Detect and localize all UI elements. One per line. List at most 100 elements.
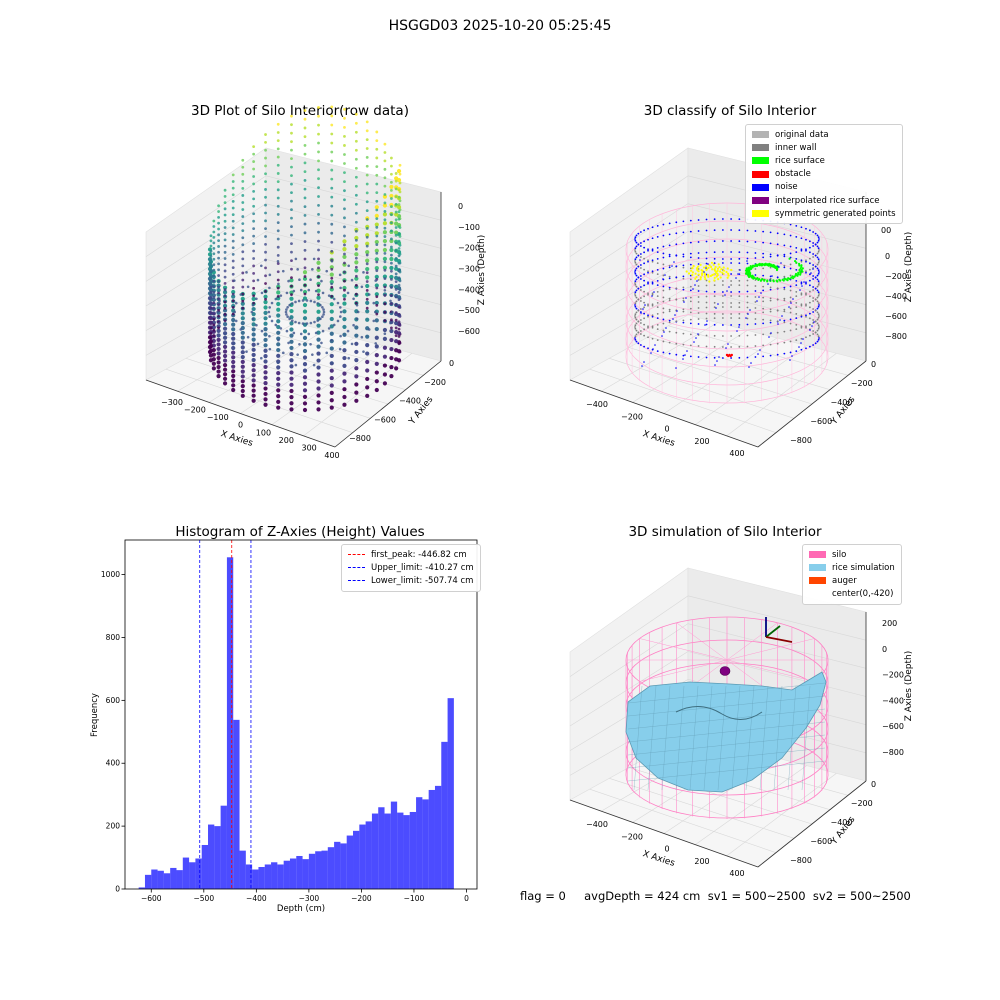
point [239, 328, 243, 331]
point [705, 284, 708, 287]
point [276, 301, 281, 307]
point [762, 256, 765, 259]
point [397, 276, 401, 280]
point [652, 348, 654, 350]
panel2-3d-plot[interactable]: −400−20002004000−200−400−600−8000−200−40… [500, 0, 1000, 500]
panel1-3d-plot[interactable]: −300−200−10001002003004000−200−400−600−8… [0, 0, 500, 500]
point [346, 329, 350, 333]
point [383, 332, 387, 336]
point [390, 197, 393, 200]
point [329, 316, 334, 322]
point [383, 260, 387, 264]
point [343, 252, 346, 256]
point [209, 254, 213, 258]
side-gridline [569, 623, 689, 702]
point [316, 323, 321, 328]
point [382, 203, 388, 208]
point [309, 321, 313, 325]
point [317, 230, 320, 234]
point [738, 326, 740, 328]
point [656, 246, 659, 249]
point [207, 261, 213, 267]
point [634, 324, 637, 327]
point [687, 272, 691, 275]
point [289, 278, 294, 283]
point [689, 256, 692, 259]
point [394, 230, 399, 235]
point [634, 272, 637, 275]
point [639, 256, 642, 258]
point [263, 321, 268, 326]
point [713, 240, 716, 243]
point [241, 158, 245, 162]
point [634, 261, 637, 264]
point [738, 301, 741, 304]
point [781, 278, 784, 281]
point [662, 322, 665, 325]
y-tick-label: 200 [106, 822, 121, 831]
point [231, 387, 236, 393]
point [817, 338, 820, 341]
point [727, 343, 729, 345]
point [240, 340, 245, 345]
point [675, 276, 678, 279]
point [209, 306, 213, 310]
point [783, 319, 786, 322]
panel3-histogram[interactable]: −600 −500 −400 −300 −200 −100 0020040060080010… [0, 500, 500, 920]
point [771, 265, 775, 268]
legend-entry: first_peak: -446.82 cm [348, 548, 474, 561]
point [816, 318, 819, 321]
point [330, 195, 334, 199]
point [789, 289, 792, 292]
point [374, 257, 379, 262]
point [343, 171, 346, 174]
point [642, 308, 644, 310]
point [791, 277, 795, 280]
point [783, 244, 786, 247]
point [394, 330, 399, 335]
point [713, 284, 716, 287]
x-axis-line [145, 379, 336, 448]
point [208, 358, 214, 363]
point [309, 278, 312, 281]
point [397, 261, 401, 265]
point [365, 235, 369, 239]
point [656, 312, 659, 315]
point [241, 187, 245, 190]
point [290, 182, 293, 186]
point [738, 273, 741, 276]
point [713, 295, 716, 298]
surface-mesh-line [633, 685, 643, 791]
panel1-z-tick: −600 [458, 327, 480, 336]
point [365, 393, 370, 398]
point [383, 243, 387, 247]
point [305, 322, 309, 325]
point [354, 229, 358, 233]
point [212, 268, 216, 272]
point [218, 321, 221, 325]
panel4-3d-surface[interactable]: −400−20002004000−200−400−600−8002000−200… [500, 500, 1000, 920]
point [354, 268, 359, 273]
point [241, 292, 245, 296]
point [816, 311, 819, 314]
point [800, 282, 803, 285]
point [212, 296, 216, 299]
point [817, 327, 820, 330]
point [697, 296, 700, 298]
point [705, 323, 708, 326]
point [209, 290, 213, 294]
histogram-bar [371, 813, 379, 889]
point [264, 148, 267, 152]
point [354, 247, 358, 251]
point [209, 280, 213, 284]
point [705, 334, 708, 337]
point [252, 234, 256, 238]
point [738, 290, 741, 293]
point [635, 318, 638, 321]
point [222, 303, 228, 308]
point [382, 372, 388, 377]
point [231, 355, 236, 360]
point [738, 306, 741, 309]
point [708, 280, 711, 283]
point [231, 317, 236, 323]
